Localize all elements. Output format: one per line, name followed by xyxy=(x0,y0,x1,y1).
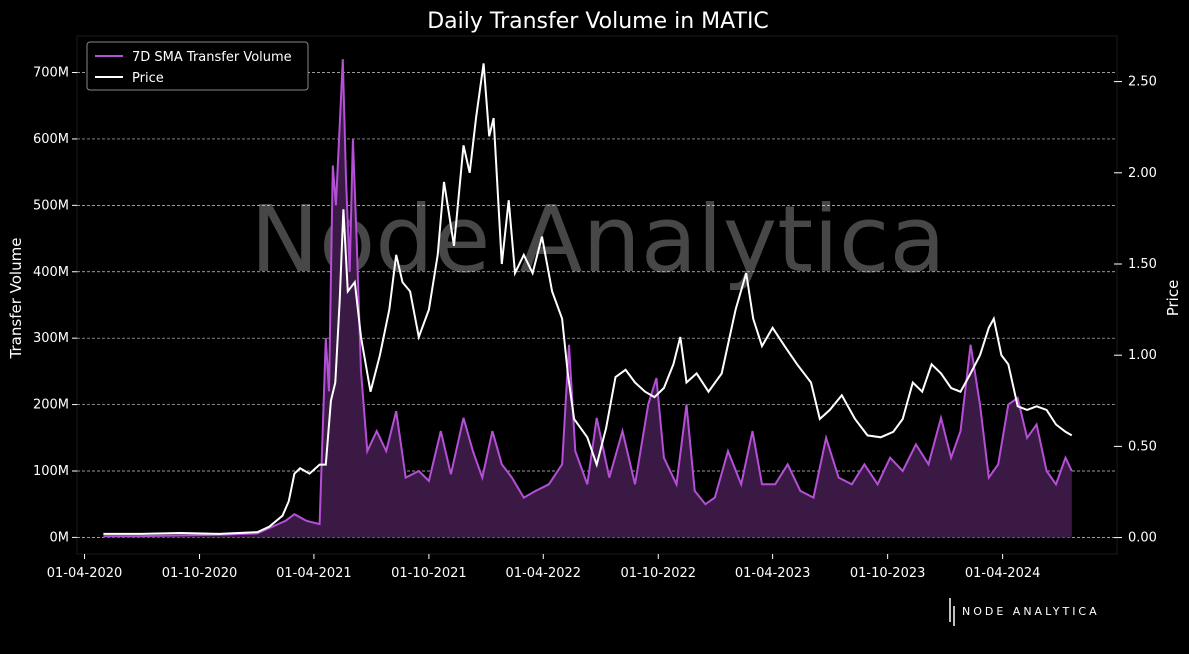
x-tick-label: 01-04-2023 xyxy=(735,566,811,581)
series-layer xyxy=(103,59,1073,538)
y2-tick-label: 0.00 xyxy=(1128,531,1157,546)
y-tick-label: 200M xyxy=(33,398,69,413)
legend-label-volume: 7D SMA Transfer Volume xyxy=(132,50,292,65)
y2-tick-label: 2.00 xyxy=(1128,166,1157,181)
y2-tick-label: 2.50 xyxy=(1128,75,1157,90)
volume-line xyxy=(103,59,1073,538)
y-tick-label: 600M xyxy=(33,132,69,147)
y-tick-label: 500M xyxy=(33,198,69,213)
x-tick-label: 01-10-2022 xyxy=(620,566,696,581)
brand-text: NODE ANALYTICA xyxy=(962,605,1100,618)
legend-label-price: Price xyxy=(132,71,164,86)
y-tick-label: 700M xyxy=(33,66,69,81)
y2-tick-label: 0.50 xyxy=(1128,439,1157,454)
legend-box xyxy=(86,41,309,91)
chart-title: Daily Transfer Volume in MATIC xyxy=(427,9,769,34)
y2-axis-title: Price xyxy=(1164,280,1182,317)
axis-layer: 0M 100M 200M 300M 400M 500M 600M 700M 0.00 0.50 1.… xyxy=(33,66,1157,581)
watermark-text: Node Analytica xyxy=(250,186,946,293)
x-tick-label: 01-10-2021 xyxy=(391,566,467,581)
legend: 7D SMA Transfer Volume Price xyxy=(86,41,309,91)
plot-frame xyxy=(76,35,1118,555)
x-tick-label: 01-10-2023 xyxy=(850,566,926,581)
price-line xyxy=(103,63,1073,535)
x-tick-label: 01-04-2024 xyxy=(965,566,1041,581)
y-tick-label: 300M xyxy=(33,331,69,346)
x-tick-label: 01-10-2020 xyxy=(162,566,238,581)
x-tick-label: 01-04-2020 xyxy=(47,566,123,581)
y-tick-label: 400M xyxy=(33,265,69,280)
x-tick-label: 01-04-2022 xyxy=(505,566,581,581)
y2-tick-label: 1.00 xyxy=(1128,348,1157,363)
y-axis-title: Transfer Volume xyxy=(7,238,25,360)
brand-logo: NODE ANALYTICA xyxy=(949,598,1100,626)
y2-tick-label: 1.50 xyxy=(1128,257,1157,272)
x-tick-label: 01-04-2021 xyxy=(276,566,352,581)
y-tick-label: 0M xyxy=(50,530,70,545)
y-tick-label: 100M xyxy=(33,464,69,479)
